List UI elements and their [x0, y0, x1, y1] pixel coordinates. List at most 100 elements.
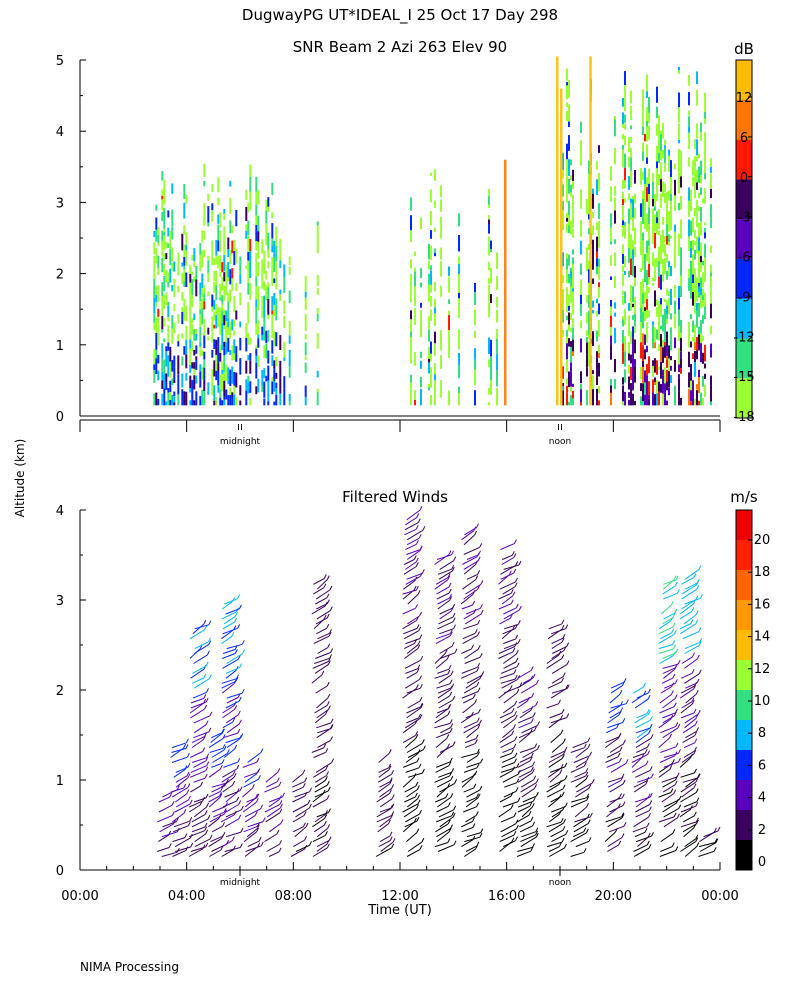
wind-barb [548, 846, 560, 852]
winds-y-tick-label: 2 [56, 684, 64, 699]
wind-barb [609, 743, 624, 753]
wind-barb [461, 777, 474, 788]
wind-barb [684, 597, 701, 605]
wind-barb [466, 573, 478, 580]
wind-barb [681, 701, 693, 709]
wind-barb [314, 714, 326, 724]
wind-barb [407, 749, 424, 758]
wind-barb [405, 668, 418, 674]
wind-barb [662, 779, 676, 788]
wind-barb [546, 703, 559, 709]
wind-barb [406, 789, 418, 798]
wind-barbs [157, 505, 721, 857]
wind-barb [191, 739, 204, 749]
wind-barb [436, 779, 452, 788]
wind-barb [439, 816, 454, 828]
wind-barb [295, 807, 310, 818]
wind-barb [406, 687, 421, 694]
snr-y-tick-label: 1 [56, 339, 64, 354]
winds-marker-label: midnight [220, 878, 261, 888]
wind-barb [636, 746, 648, 753]
wind-barb [503, 661, 517, 669]
wind-barb [502, 840, 516, 848]
wind-barb [551, 628, 566, 635]
wind-barb [658, 620, 671, 630]
wind-barb [502, 586, 516, 595]
winds-colorbar-tick-label: 4 [758, 791, 766, 806]
wind-barb [172, 812, 185, 823]
wind-barb [406, 550, 421, 560]
wind-barb [548, 797, 560, 808]
snr-colorbar-tick-label: 6 [740, 131, 748, 146]
winds-colorbar-tick-label: 14 [754, 630, 771, 645]
wind-barb [520, 779, 534, 788]
wind-barb [380, 841, 394, 852]
wind-barb [681, 656, 693, 664]
wind-barb [190, 846, 206, 852]
snr-y-tick-label: 4 [56, 125, 64, 140]
snr-colorbar-unit: dB [734, 40, 754, 58]
wind-barb [243, 825, 258, 833]
wind-barb [225, 700, 240, 709]
wind-barb [221, 635, 233, 645]
wind-barb [315, 775, 327, 783]
wind-barb [633, 783, 646, 793]
wind-barb [463, 588, 478, 600]
wind-barb [519, 747, 535, 753]
wind-barb [222, 840, 233, 848]
winds-colorbar-tick-label: 6 [758, 758, 766, 773]
winds-panel-title: Filtered Winds [342, 488, 448, 506]
snr-colorbar-tick-label: 12 [736, 91, 753, 106]
y-axis-label: Altitude (km) [13, 439, 27, 518]
wind-barb [680, 703, 693, 714]
wind-barb [546, 841, 563, 848]
wind-barb [376, 808, 391, 818]
wind-barb [521, 806, 533, 818]
wind-barb [499, 770, 513, 778]
wind-barb [404, 796, 416, 803]
wind-barb [190, 701, 207, 709]
wind-barb [549, 773, 561, 783]
wind-barb [158, 796, 170, 803]
wind-barb [604, 831, 616, 842]
wind-barb [211, 825, 223, 833]
wind-barb [225, 669, 237, 679]
wind-barb [607, 714, 620, 724]
wind-barb [684, 569, 700, 580]
wind-barb [190, 668, 205, 679]
snr-panel: SNR Beam 2 Azi 263 Elev 90 012345midnigh… [56, 38, 755, 447]
wind-barb [194, 644, 209, 654]
wind-barb [503, 609, 520, 620]
wind-barb [378, 753, 390, 763]
wind-barb [659, 755, 676, 763]
wind-barb [212, 752, 228, 763]
snr-colorbar-tick-label: -3 [738, 211, 751, 226]
wind-barb [685, 777, 699, 788]
wind-barb [463, 612, 475, 620]
wind-barb [463, 723, 480, 734]
wind-barb [662, 667, 676, 674]
wind-barb [190, 697, 205, 704]
wind-barb [551, 809, 563, 818]
wind-barb [312, 661, 329, 669]
wind-barb [521, 787, 535, 798]
wind-barb [607, 837, 623, 848]
wind-barb [222, 705, 235, 714]
wind-barb [658, 633, 675, 645]
wind-barb [190, 708, 205, 719]
wind-barb [500, 714, 515, 724]
wind-barb [191, 757, 207, 763]
wind-barb [679, 757, 691, 768]
wind-barb [698, 842, 716, 848]
wind-barb [463, 685, 478, 694]
snr-marker-label: midnight [220, 437, 261, 447]
winds-colorbar-unit: m/s [730, 488, 758, 506]
wind-barb [498, 646, 516, 654]
wind-barb [440, 727, 451, 734]
winds-colorbar-tick-label: 20 [754, 533, 771, 548]
wind-barb [680, 712, 695, 719]
wind-barb [604, 737, 619, 749]
wind-barb [316, 603, 328, 610]
wind-barb [607, 777, 623, 783]
wind-barb [662, 617, 674, 625]
